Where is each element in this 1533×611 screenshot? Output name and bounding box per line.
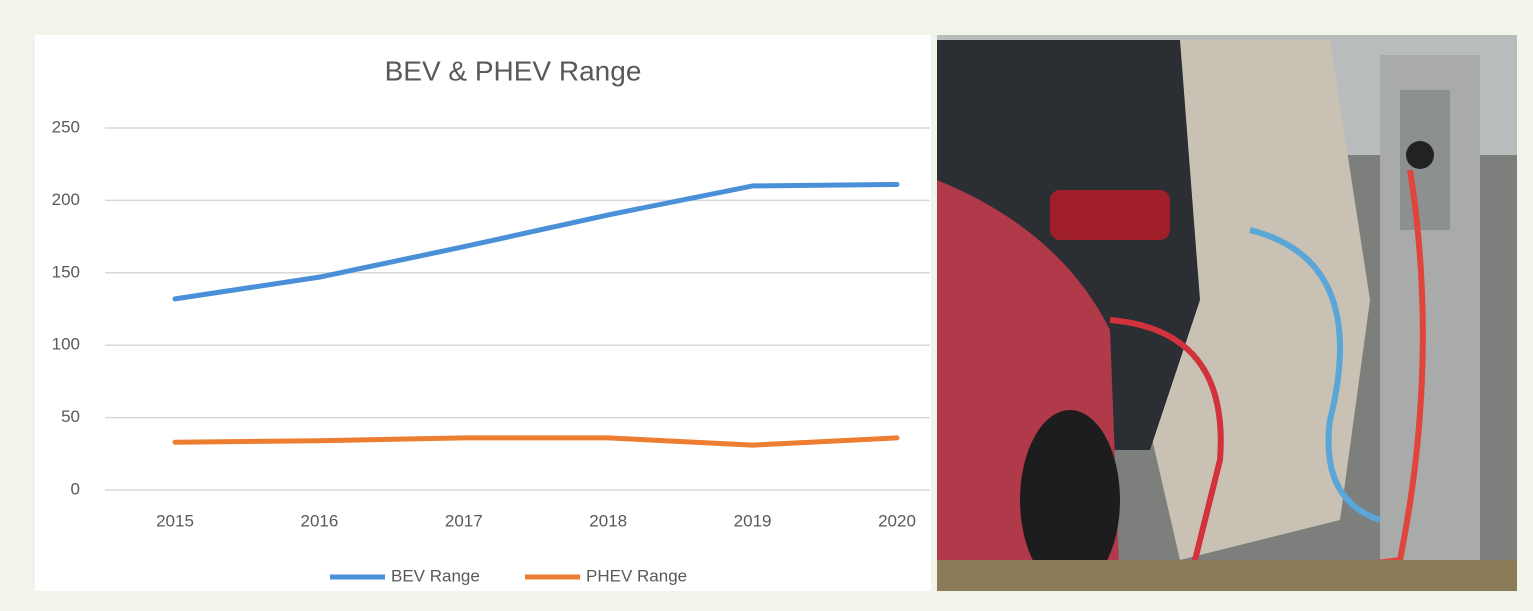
y-tick-label: 50 xyxy=(61,407,80,426)
series-line xyxy=(172,181,900,302)
photo-red-cable xyxy=(1239,169,1426,583)
x-tick-label: 2019 xyxy=(734,511,772,530)
x-tick-label: 2018 xyxy=(589,511,627,530)
chart-panel xyxy=(35,35,931,591)
x-tick-label: 2016 xyxy=(300,511,338,530)
photo-wheel xyxy=(1020,410,1120,590)
y-tick-label: 0 xyxy=(71,479,80,498)
photo-socket xyxy=(1406,141,1434,169)
series-line xyxy=(172,435,900,448)
photo xyxy=(937,35,1517,591)
legend-label: PHEV Range xyxy=(586,566,687,585)
photo-ground xyxy=(937,560,1517,591)
y-tick-label: 250 xyxy=(52,117,80,136)
y-tick-label: 200 xyxy=(52,190,80,209)
chart-title: BEV & PHEV Range xyxy=(385,55,642,86)
photo-tail-light xyxy=(1050,190,1170,240)
y-tick-label: 150 xyxy=(52,262,80,281)
x-tick-label: 2015 xyxy=(156,511,194,530)
legend-label: BEV Range xyxy=(391,566,480,585)
x-tick-label: 2020 xyxy=(878,511,916,530)
photo-red-cable-2 xyxy=(1109,317,1224,581)
y-tick-label: 100 xyxy=(52,335,80,354)
photo-blue-cable xyxy=(1249,227,1381,523)
x-tick-label: 2017 xyxy=(445,511,483,530)
